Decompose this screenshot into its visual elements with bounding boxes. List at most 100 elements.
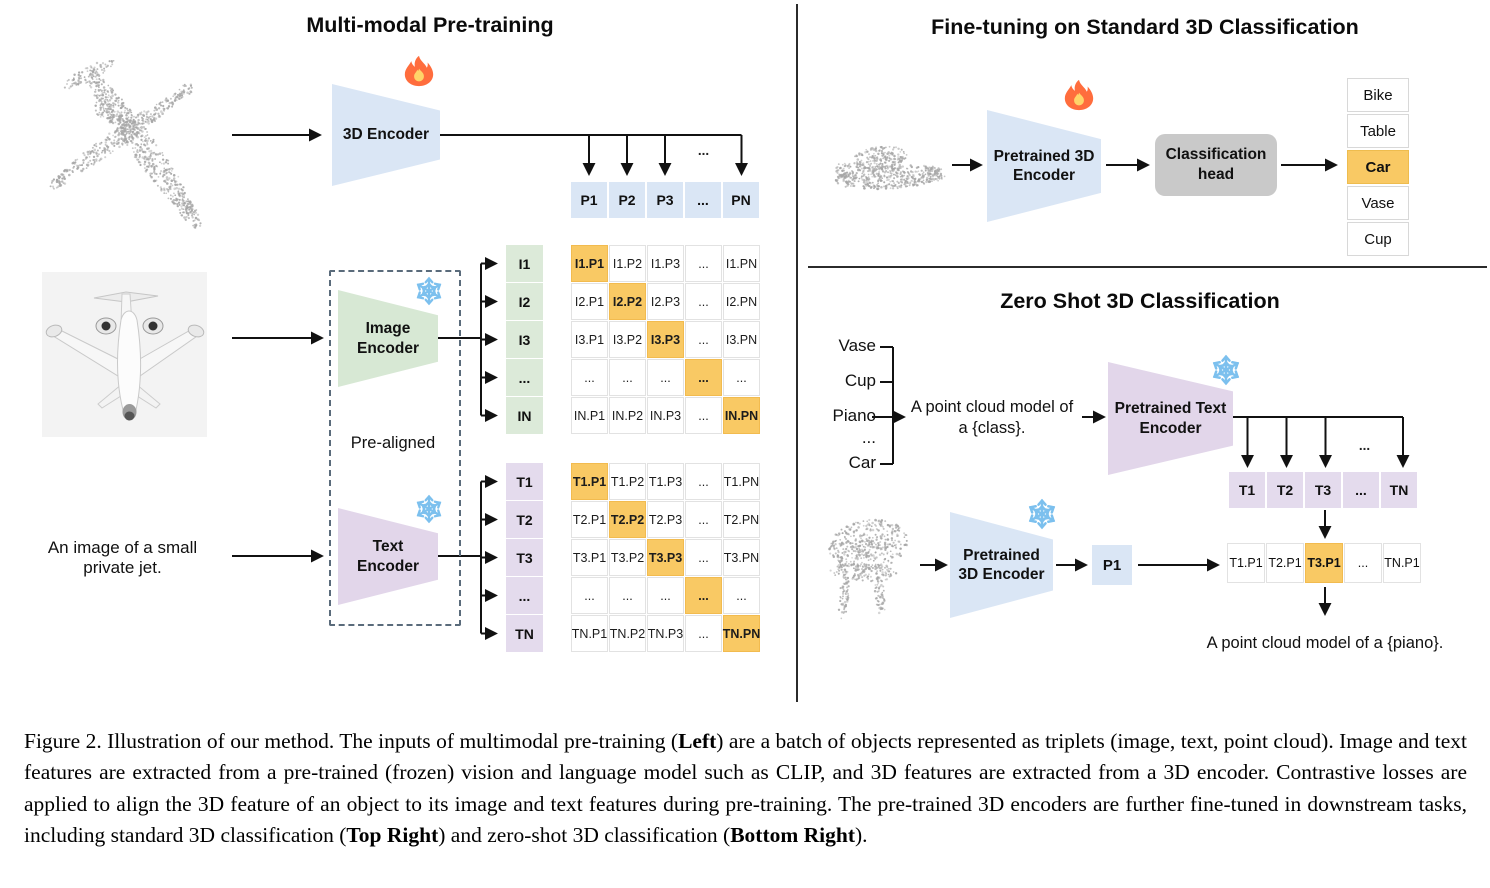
matrix-cell: TN.P1 xyxy=(571,615,608,652)
matrix-cell: ... xyxy=(723,577,760,614)
jet-caption: An image of a small private jet. xyxy=(47,538,198,577)
matrix-cell: I2.P2 xyxy=(609,283,646,320)
p-feature-row: P1 P2 P3... PN xyxy=(571,182,759,218)
text-feature-cell: T3 xyxy=(506,539,543,576)
pretrained-3d-encoder-finetune: Pretrained 3D Encoder xyxy=(987,110,1101,222)
image-feature-cell: IN xyxy=(506,397,543,434)
matrix-cell: T2.P3 xyxy=(647,501,684,538)
matrix-cell: ... xyxy=(685,501,722,538)
zeroshot-output-text: A point cloud model of a {piano}. xyxy=(1206,634,1444,653)
t-feature-cell: ... xyxy=(1343,472,1379,508)
matrix-cell: IN.P1 xyxy=(571,397,608,434)
image-feature-cell: I2 xyxy=(506,283,543,320)
matrix-cell: ... xyxy=(685,539,722,576)
ellipsis-label: ... xyxy=(697,142,710,158)
matrix-cell: T1.P1 xyxy=(571,463,608,500)
snowflake-icon xyxy=(1026,498,1058,530)
panel-divider-horizontal xyxy=(808,266,1487,268)
t-feature-cell: T3 xyxy=(1305,472,1341,508)
matrix-cell: ... xyxy=(685,577,722,614)
prompt-text: A point cloud model of a {class}. xyxy=(910,397,1074,437)
text-feature-labels: T1 T2 T3... TN xyxy=(506,463,543,652)
t-feature-cell: T2 xyxy=(1267,472,1303,508)
text-feature-cell: ... xyxy=(506,577,543,614)
result-row: T1.P1 T2.P1 T3.P1... TN.P1 xyxy=(1227,543,1421,583)
flame-icon xyxy=(1062,78,1096,112)
t-feature-row: T1 T2 T3... TN xyxy=(1229,472,1417,508)
similarity-cell: T1.P1 xyxy=(1227,543,1265,583)
figure-title-zeroshot: Zero Shot 3D Classification xyxy=(1000,288,1280,313)
p-feature-cell: ... xyxy=(685,182,721,218)
matrix-cell: ... xyxy=(685,463,722,500)
class-prompt-item: Car xyxy=(848,453,876,472)
matrix-cell: ... xyxy=(685,283,722,320)
matrix-cell: IN.P2 xyxy=(609,397,646,434)
matrix-cell: I1.P3 xyxy=(647,245,684,282)
class-item: Bike xyxy=(1347,78,1409,112)
matrix-cell: TN.P3 xyxy=(647,615,684,652)
matrix-cell: T2.P2 xyxy=(609,501,646,538)
p1-feature-box: P1 xyxy=(1092,545,1132,585)
figure-title-pretrain: Multi-modal Pre-training xyxy=(306,12,554,37)
p-feature-cell: P1 xyxy=(571,182,607,218)
matrix-cell: ... xyxy=(647,577,684,614)
matrix-cell: ... xyxy=(685,359,722,396)
point-cloud-airplane xyxy=(49,59,202,229)
class-prompt-item: Vase xyxy=(838,336,877,355)
matrix-cell: IN.PN xyxy=(723,397,760,434)
image-feature-cell: ... xyxy=(506,359,543,396)
text-feature-cell: T1 xyxy=(506,463,543,500)
snowflake-icon xyxy=(414,276,444,306)
matrix-cell: ... xyxy=(647,359,684,396)
matrix-cell: T3.P1 xyxy=(571,539,608,576)
class-item: Vase xyxy=(1347,186,1409,220)
matrix-cell: T3.PN xyxy=(723,539,760,576)
t-feature-cell: T1 xyxy=(1229,472,1265,508)
matrix-cell: ... xyxy=(685,397,722,434)
matrix-cell: ... xyxy=(571,577,608,614)
similarity-cell: T2.P1 xyxy=(1266,543,1304,583)
ellipsis-label: ... xyxy=(1358,437,1371,453)
encoder-3d: 3D Encoder xyxy=(332,84,440,186)
matrix-cell: ... xyxy=(685,245,722,282)
p-feature-cell: P2 xyxy=(609,182,645,218)
matrix-cell: I3.PN xyxy=(723,321,760,358)
text-feature-cell: TN xyxy=(506,615,543,652)
snowflake-icon xyxy=(414,494,444,524)
matrix-cell: ... xyxy=(571,359,608,396)
matrix-cell: ... xyxy=(685,615,722,652)
class-prompt-item: Cup xyxy=(844,371,876,390)
matrix-cell: T2.PN xyxy=(723,501,760,538)
matrix-cell: I2.PN xyxy=(723,283,760,320)
matrix-cell: I2.P3 xyxy=(647,283,684,320)
matrix-cell: ... xyxy=(609,359,646,396)
image-feature-cell: I1 xyxy=(506,245,543,282)
matrix-cell: ... xyxy=(609,577,646,614)
image-feature-labels: I1 I2 I3... IN xyxy=(506,245,543,434)
matrix-cell: T3.P2 xyxy=(609,539,646,576)
text-point-similarity-matrix: T1.P1 T1.P2 T1.P3... T1.PN T2.P1 T2.P2 T2.P3..… xyxy=(571,463,760,652)
class-prompt-item: Piano xyxy=(832,406,876,425)
matrix-cell: I3.P3 xyxy=(647,321,684,358)
p-feature-cell: PN xyxy=(723,182,759,218)
matrix-cell: I3.P1 xyxy=(571,321,608,358)
similarity-cell: ... xyxy=(1344,543,1382,583)
panel-divider-vertical xyxy=(796,4,798,702)
point-cloud-piano xyxy=(828,518,909,620)
matrix-cell: ... xyxy=(685,321,722,358)
image-feature-cell: I3 xyxy=(506,321,543,358)
p-feature-cell: P3 xyxy=(647,182,683,218)
matrix-cell: I1.P2 xyxy=(609,245,646,282)
similarity-cell: TN.P1 xyxy=(1383,543,1421,583)
jet-image xyxy=(42,272,207,437)
pre-aligned-dashed-box xyxy=(329,270,461,626)
snowflake-icon xyxy=(1210,354,1242,386)
matrix-cell: I1.P1 xyxy=(571,245,608,282)
matrix-cell: IN.P3 xyxy=(647,397,684,434)
figure-title-finetune: Fine-tuning on Standard 3D Classificatio… xyxy=(931,14,1359,39)
matrix-cell: TN.P2 xyxy=(609,615,646,652)
t-feature-cell: TN xyxy=(1381,472,1417,508)
similarity-cell: T3.P1 xyxy=(1305,543,1343,583)
matrix-cell: T3.P3 xyxy=(647,539,684,576)
